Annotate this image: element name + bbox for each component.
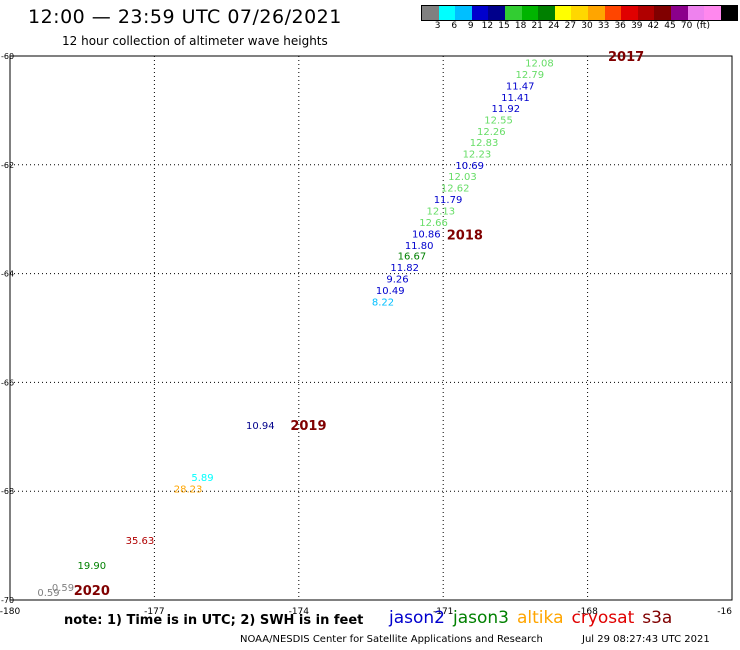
wave-height-label: 12.03 (448, 172, 477, 183)
color-scale-swatch (587, 6, 605, 20)
color-scale-swatch (422, 6, 439, 20)
wave-height-label: 0.59 (37, 588, 59, 599)
wave-height-label: 5.89 (191, 473, 213, 484)
color-scale-swatch (720, 6, 738, 20)
color-scale-swatch (654, 6, 671, 20)
wave-height-label: 12.66 (419, 218, 448, 229)
color-scale-tick: 39 (631, 21, 643, 31)
wave-height-label: 12.83 (470, 138, 499, 149)
color-scale-swatch (554, 6, 572, 20)
wave-height-label: 0.59 (52, 583, 74, 594)
wave-height-label: 16.67 (398, 252, 427, 263)
color-scale-swatch (621, 6, 638, 20)
wave-height-label: 12.55 (484, 116, 513, 127)
wave-height-label: 12.08 (525, 59, 554, 70)
wave-height-label: 10.94 (246, 421, 275, 432)
wave-height-label: 11.92 (491, 104, 520, 115)
color-scale-swatch (471, 6, 489, 20)
wave-height-label: 9.26 (386, 274, 408, 285)
year-marker-label: 2017 (608, 50, 644, 65)
color-scale-tick: 3 (434, 21, 441, 31)
color-scale-bar (421, 5, 739, 21)
wave-height-label: 12.23 (463, 149, 492, 160)
color-scale-swatch (637, 6, 655, 20)
color-scale-swatch (604, 6, 622, 20)
wave-height-label: 11.79 (434, 195, 463, 206)
wave-height-label: 10.49 (376, 286, 405, 297)
color-scale-ticks: 3 6 9 12 15 18 21 24 27 30 33 36 39 42 45 70 (ft) (421, 21, 740, 33)
color-scale-tick: 15 (498, 21, 510, 31)
color-scale-swatch (504, 6, 522, 20)
x-tick-label: -168 (577, 607, 598, 617)
color-scale-tick: 33 (597, 21, 610, 31)
color-scale-tick: 6 (451, 21, 458, 31)
year-marker-label: 2019 (290, 419, 326, 434)
color-scale-swatch (538, 6, 555, 20)
year-marker-label: 2020 (74, 584, 110, 599)
wave-height-label: 11.41 (501, 93, 530, 104)
color-scale-swatch (455, 6, 472, 20)
x-tick-label: -180 (0, 607, 20, 617)
x-tick-label: -177 (144, 607, 164, 617)
plot-frame (9, 55, 733, 601)
color-scale-tick: 9 (467, 21, 474, 31)
legend-item-s3a: s3a (642, 608, 673, 628)
color-scale-swatch (571, 6, 588, 20)
y-tick-label: -60 (1, 52, 14, 61)
color-scale-tick: 27 (564, 21, 577, 31)
y-tick-label: -64 (1, 270, 14, 279)
satellite-legend: jason2 jason3 altika cryosat s3a (389, 608, 680, 628)
x-tick-label: -171 (433, 607, 453, 617)
wave-height-label: 28.23 (174, 484, 203, 495)
legend-item-cryosat: cryosat (571, 608, 635, 628)
y-tick-label: -70 (1, 596, 14, 605)
units-note: note: 1) Time is in UTC; 2) SWH is in fe… (64, 613, 364, 628)
wave-height-label: 10.86 (412, 229, 441, 240)
x-tick-label: -174 (289, 607, 310, 617)
color-scale-tick: (ft) (696, 21, 710, 31)
wave-height-label: 11.47 (506, 81, 535, 92)
y-tick-label: -68 (1, 487, 14, 496)
color-scale-swatch (704, 6, 721, 20)
legend-item-jason2: jason2 (389, 608, 445, 628)
color-scale-tick: 36 (614, 21, 626, 31)
color-scale-tick: 45 (664, 21, 676, 31)
color-scale-swatch (438, 6, 456, 20)
color-scale-swatch (687, 6, 705, 20)
wave-height-label: 12.13 (426, 206, 455, 217)
wave-height-label: 8.22 (372, 297, 394, 308)
wave-height-label: 35.63 (126, 536, 155, 547)
color-scale-tick: 21 (531, 21, 543, 31)
wave-height-label: 10.69 (455, 161, 484, 172)
color-scale-swatch (670, 6, 688, 20)
legend-item-jason3: jason3 (453, 608, 509, 628)
color-scale-tick: 30 (581, 21, 593, 31)
credit-line: NOAA/NESDIS Center for Satellite Applica… (240, 634, 543, 645)
color-scale-tick: 70 (680, 21, 693, 31)
color-scale-tick: 42 (647, 21, 660, 31)
color-scale-tick: 18 (514, 21, 527, 31)
wave-height-label: 11.82 (390, 263, 419, 274)
generated-timestamp: Jul 29 08:27:43 UTC 2021 (582, 634, 710, 645)
wave-height-label: 12.79 (516, 70, 545, 81)
y-tick-label: -66 (1, 378, 14, 387)
chart-subtitle: 12 hour collection of altimeter wave hei… (62, 34, 328, 48)
color-scale-swatch (488, 6, 505, 20)
legend-item-altika: altika (517, 608, 564, 628)
color-scale-tick: 12 (481, 21, 494, 31)
wave-height-label: 12.26 (477, 127, 506, 138)
color-scale-swatch (521, 6, 539, 20)
color-scale-tick: 24 (548, 21, 560, 31)
x-tick-label: -16 (717, 607, 732, 617)
wave-height-label: 11.80 (405, 241, 434, 252)
y-tick-label: -62 (1, 161, 14, 170)
wave-height-label: 12.62 (441, 184, 470, 195)
year-marker-label: 2018 (447, 228, 483, 243)
wave-height-label: 19.90 (78, 561, 107, 572)
chart-title: 12:00 — 23:59 UTC 07/26/2021 (28, 6, 342, 28)
